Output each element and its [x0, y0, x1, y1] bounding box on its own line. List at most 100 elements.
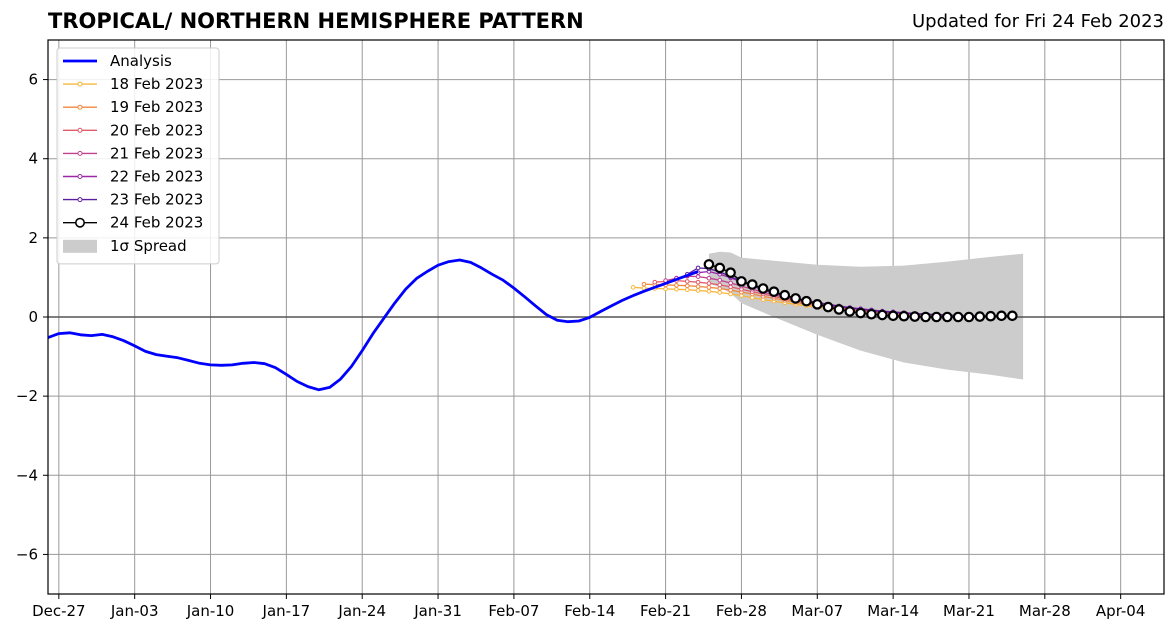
- forecast-point: [717, 290, 723, 295]
- forecast-point: [684, 283, 690, 289]
- forecast-point: [695, 288, 701, 293]
- forecast-point: [706, 288, 712, 294]
- forecast-point: [706, 285, 712, 290]
- forecast-point: [728, 284, 733, 290]
- forecast-point: [822, 301, 834, 313]
- forecast-point: [736, 276, 747, 287]
- legend-box: [56, 47, 220, 265]
- chart-title: TROPICAL/ NORTHERN HEMISPHERE PATTERN: [48, 9, 584, 33]
- legend-label: Analysis: [110, 52, 172, 70]
- forecast-point: [876, 309, 888, 321]
- legend-item: 21 Feb 2023: [63, 144, 203, 162]
- legend-swatch-marker: [77, 197, 83, 203]
- forecast-point: [1007, 310, 1018, 322]
- x-tick-label: Feb-21: [640, 602, 691, 620]
- forecast-point: [641, 281, 647, 287]
- x-tick-label: Mar-07: [791, 602, 843, 620]
- forecast-point: [790, 293, 801, 304]
- x-tick-label: Feb-07: [488, 602, 539, 620]
- spread-band: [708, 251, 1024, 380]
- forecast-point: [725, 267, 736, 278]
- forecast-point: [663, 286, 668, 292]
- forecast-point: [768, 286, 780, 297]
- y-tick-label: 0: [28, 308, 38, 326]
- forecast-point: [739, 293, 744, 298]
- forecast-point: [714, 262, 726, 274]
- x-tick-label: Feb-28: [716, 602, 767, 620]
- forecast-point: [801, 295, 812, 307]
- legend-swatch-marker: [77, 150, 83, 156]
- forecast-point: [757, 283, 769, 294]
- legend-swatch-patch: [63, 239, 97, 253]
- forecast-point: [684, 279, 690, 284]
- y-tick-label: 6: [28, 71, 38, 89]
- legend-item: 18 Feb 2023: [63, 75, 203, 93]
- y-tick-label: −6: [16, 545, 38, 563]
- x-tick-label: Feb-14: [564, 602, 615, 620]
- legend-swatch-marker: [77, 127, 83, 133]
- forecast-point: [855, 307, 866, 319]
- forecast-point: [728, 291, 733, 297]
- forecast-point: [963, 311, 975, 323]
- forecast-point: [996, 310, 1007, 322]
- y-tick-label: 4: [28, 150, 38, 168]
- legend-item: 24 Feb 2023: [63, 214, 203, 232]
- legend-item: 22 Feb 2023: [63, 168, 203, 186]
- forecast-point: [674, 283, 679, 288]
- y-tick-label: 2: [28, 229, 38, 247]
- legend-swatch-marker: [77, 174, 83, 179]
- forecast-point: [695, 265, 701, 271]
- x-tick-label: Jan-24: [337, 602, 386, 620]
- legend-label: 18 Feb 2023: [110, 75, 203, 93]
- forecast-point: [706, 281, 712, 286]
- forecast-point: [684, 287, 690, 292]
- forecast-point: [844, 306, 856, 317]
- forecast-point: [779, 289, 791, 301]
- forecast-point: [695, 279, 701, 285]
- x-tick-label: Jan-31: [413, 602, 462, 620]
- x-tick-label: Mar-21: [943, 602, 995, 620]
- forecast-point: [833, 304, 845, 315]
- forecast-point: [728, 280, 733, 286]
- forecast-point: [746, 279, 758, 290]
- forecast-point: [630, 285, 636, 290]
- forecast-point: [674, 287, 679, 292]
- legend-swatch-marker: [77, 81, 83, 87]
- forecast-point: [887, 310, 899, 322]
- x-tick-label: Jan-03: [110, 602, 159, 620]
- x-tick-label: Apr-04: [1096, 602, 1146, 620]
- legend-label: 21 Feb 2023: [110, 144, 203, 162]
- legend: Analysis 18 Feb 2023 19 Feb 2023 20 Feb 202…: [56, 47, 220, 265]
- forecast-point: [952, 311, 964, 323]
- x-tick-label: Jan-17: [262, 602, 311, 620]
- legend-label: 19 Feb 2023: [110, 98, 203, 116]
- forecast-point: [703, 259, 715, 270]
- forecast-point: [706, 275, 712, 281]
- y-tick-label: −4: [16, 466, 38, 484]
- x-tick-label: Dec-27: [32, 602, 86, 620]
- forecast-point: [942, 311, 953, 323]
- forecast-point: [652, 279, 658, 285]
- legend-label: 22 Feb 2023: [110, 168, 203, 186]
- legend-item: 23 Feb 2023: [63, 191, 203, 209]
- x-tick-label: Mar-14: [867, 602, 919, 620]
- legend-label: 1σ Spread: [110, 237, 187, 255]
- y-axis: −6 −4 −2 0 2 4 6: [16, 71, 48, 563]
- legend-item: 1σ Spread: [63, 237, 187, 255]
- forecast-point: [695, 284, 701, 289]
- forecast-point: [695, 274, 701, 279]
- legend-item: 19 Feb 2023: [63, 98, 203, 116]
- x-axis: Dec-27 Jan-03 Jan-10 Jan-17 Jan-24 Jan-31 Feb-…: [32, 594, 1145, 620]
- forecast-point: [866, 308, 877, 320]
- forecast-point: [931, 311, 942, 323]
- forecast-point: [985, 310, 996, 322]
- legend-swatch-marker: [77, 104, 83, 110]
- forecast-point: [811, 299, 823, 310]
- forecast-point: [717, 277, 723, 283]
- forecast-point: [898, 310, 910, 322]
- legend-label: 20 Feb 2023: [110, 121, 203, 139]
- y-tick-label: −2: [16, 387, 38, 405]
- legend-item: 20 Feb 2023: [63, 121, 203, 139]
- x-tick-label: Jan-10: [186, 602, 235, 620]
